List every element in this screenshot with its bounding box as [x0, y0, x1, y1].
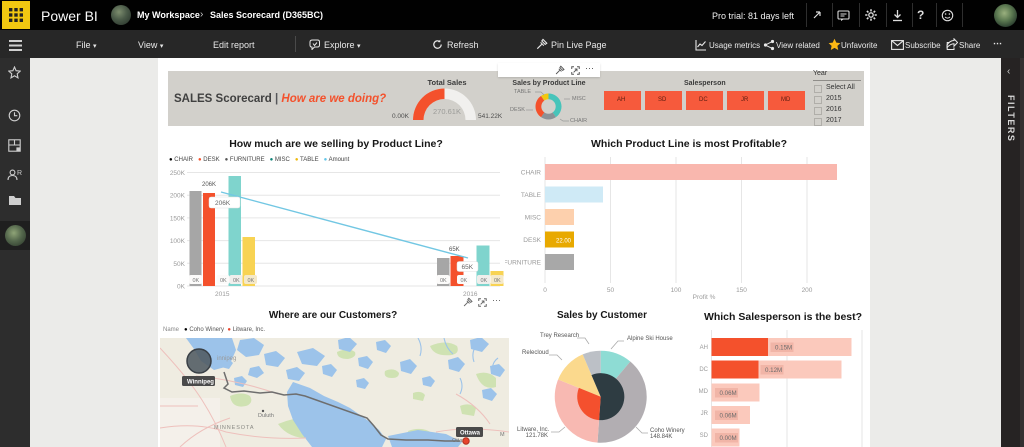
svg-text:22.00: 22.00	[556, 239, 572, 245]
svg-text:100: 100	[671, 287, 682, 294]
svg-text:65K: 65K	[449, 247, 460, 253]
svg-text:SD: SD	[700, 433, 709, 439]
svg-text:MISC: MISC	[525, 215, 542, 222]
svg-text:R: R	[17, 170, 22, 177]
svg-text:TABLE: TABLE	[521, 192, 542, 199]
svg-text:MINNESOTA: MINNESOTA	[214, 425, 254, 431]
svg-text:CHAIR: CHAIR	[521, 170, 542, 177]
svg-text:0K: 0K	[481, 278, 488, 284]
svg-text:DESK: DESK	[523, 237, 541, 244]
svg-text:150: 150	[736, 287, 747, 294]
svg-text:2016: 2016	[463, 291, 478, 298]
svg-text:0: 0	[543, 287, 547, 294]
svg-text:AH: AH	[700, 345, 708, 351]
svg-text:innipeg: innipeg	[217, 356, 236, 362]
svg-text:206K: 206K	[202, 182, 216, 188]
svg-text:100K: 100K	[170, 238, 186, 245]
svg-text:MD: MD	[699, 389, 709, 395]
svg-text:0.00M: 0.00M	[720, 435, 737, 442]
svg-text:DC: DC	[699, 367, 708, 373]
svg-text:0K: 0K	[233, 278, 240, 284]
svg-text:150K: 150K	[170, 215, 186, 222]
svg-text:50K: 50K	[173, 261, 185, 268]
svg-text:Ottawa: Ottawa	[460, 431, 481, 437]
svg-text:200K: 200K	[170, 193, 186, 200]
svg-text:Winnipeg: Winnipeg	[187, 380, 214, 386]
svg-text:JR: JR	[701, 411, 709, 417]
svg-text:200: 200	[802, 287, 813, 294]
svg-text:0K: 0K	[494, 278, 501, 284]
svg-text:2015: 2015	[215, 291, 230, 298]
svg-text:M: M	[500, 432, 505, 438]
svg-text:0K: 0K	[177, 284, 186, 291]
svg-text:FURNITURE: FURNITURE	[505, 260, 542, 267]
svg-text:0.12M: 0.12M	[765, 367, 782, 374]
svg-text:0K: 0K	[248, 278, 255, 284]
svg-text:0K: 0K	[220, 278, 227, 284]
svg-text:65K: 65K	[462, 264, 474, 271]
svg-text:206K: 206K	[215, 200, 231, 207]
svg-text:0K: 0K	[461, 278, 468, 284]
svg-text:0K: 0K	[193, 278, 200, 284]
svg-text:Profit %: Profit %	[693, 294, 716, 300]
svg-text:0.06M: 0.06M	[720, 413, 737, 420]
svg-text:50: 50	[607, 287, 615, 294]
svg-text:250K: 250K	[170, 170, 186, 177]
svg-text:0.15M: 0.15M	[775, 345, 792, 352]
svg-text:0.06M: 0.06M	[720, 390, 737, 397]
svg-text:0K: 0K	[440, 278, 447, 284]
svg-text:Ottawa: Ottawa	[452, 438, 470, 444]
svg-text:Duluth: Duluth	[258, 413, 274, 419]
